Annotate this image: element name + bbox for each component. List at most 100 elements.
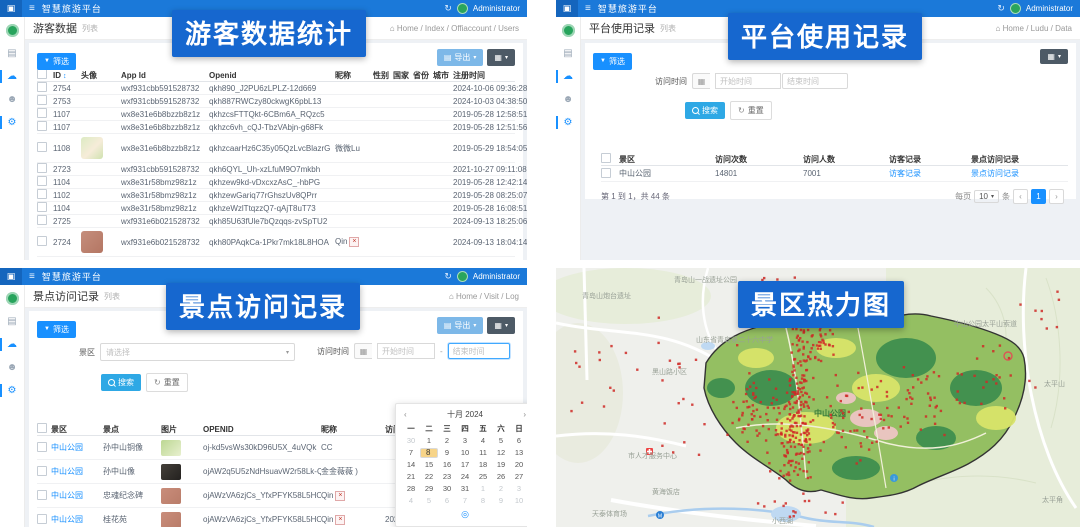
scenic-heatmap[interactable]: M i 青岛山一战遗址公园青岛山炮台遗址山东省青岛第二十六中学黑山路小区太平山中… xyxy=(556,268,1080,527)
sidebar-item-app-logo[interactable] xyxy=(0,292,24,305)
table-row[interactable]: 1104 wx8e31r58bmz98z1z qkhzew9kd-vDxcxzA… xyxy=(37,176,527,189)
row-checkbox[interactable] xyxy=(37,95,47,105)
calendar-icon[interactable]: ▦ xyxy=(692,73,710,89)
calendar-day[interactable]: 4 xyxy=(480,436,486,445)
calendar-day[interactable]: 24 xyxy=(460,472,470,481)
calendar-day[interactable]: 3 xyxy=(516,484,522,493)
calendar-day[interactable]: 13 xyxy=(514,448,524,457)
select-all-checkbox[interactable] xyxy=(37,423,47,433)
cell-scenic[interactable]: 中山公园 xyxy=(51,443,83,452)
spot-visit-records-link[interactable]: 景点访问记录 xyxy=(971,169,1019,178)
start-time-input[interactable] xyxy=(377,343,435,359)
filter-button[interactable]: ▼ 筛选 xyxy=(37,320,76,338)
calendar-day[interactable]: 17 xyxy=(460,460,470,469)
calendar-day[interactable]: 4 xyxy=(408,496,414,505)
calendar-day[interactable]: 20 xyxy=(514,460,524,469)
calendar-day[interactable]: 6 xyxy=(444,496,450,505)
start-time-input[interactable] xyxy=(715,73,781,89)
calendar-day[interactable]: 11 xyxy=(479,448,487,457)
sidebar-item-dashboard[interactable]: ▤ xyxy=(563,48,573,59)
row-checkbox[interactable] xyxy=(37,202,47,212)
table-row[interactable]: 1102 wx8e31r58bmz98z1z qkhzewGariq77rGhs… xyxy=(37,189,527,202)
calendar-day[interactable]: 30 xyxy=(406,436,416,445)
row-checkbox[interactable] xyxy=(37,236,47,246)
table-row[interactable]: 2754 wxf931cbb591528732 qkh890_J2PU6zLPL… xyxy=(37,82,527,95)
app-logo-icon[interactable]: ▣ xyxy=(556,0,578,17)
cell-scenic[interactable]: 中山公园 xyxy=(51,491,83,500)
table-row[interactable]: 1107 wx8e31e6b8bzzb8z1z qkhzc6vh_cQJ-Tbz… xyxy=(37,121,527,134)
filter-button[interactable]: ▼ 筛选 xyxy=(37,52,76,70)
scenic-select[interactable]: 请选择 ▾ xyxy=(100,343,295,361)
table-row[interactable]: 2723 wxf931cbb591528732 qkhd8cz8kd58QKVS… xyxy=(37,257,515,260)
sidebar-item-settings[interactable]: ⚙ xyxy=(0,384,24,397)
calendar-day[interactable]: 8 xyxy=(480,496,486,505)
page-size-select[interactable]: 10 ▾ xyxy=(974,190,999,203)
row-checkbox[interactable] xyxy=(37,142,47,152)
calendar-day[interactable]: 25 xyxy=(478,472,488,481)
select-all-checkbox[interactable] xyxy=(37,69,47,79)
calendar-day[interactable]: 28 xyxy=(406,484,416,493)
sidebar-item-message[interactable]: ☁ xyxy=(0,338,24,351)
app-home-icon[interactable] xyxy=(561,24,575,37)
end-time-input[interactable] xyxy=(447,343,510,359)
reset-button[interactable]: ↻ 重置 xyxy=(730,101,772,120)
table-row[interactable]: 中山公园 14801 7001 访客记录 景点访问记录 xyxy=(601,166,1068,182)
sidebar-item-message[interactable]: ☁ xyxy=(556,70,580,83)
username[interactable]: Administrator xyxy=(472,272,520,281)
columns-button[interactable]: ▦ ▾ xyxy=(487,49,515,66)
calendar-day[interactable]: 1 xyxy=(480,484,486,493)
sort-icon[interactable]: ↕ xyxy=(63,72,67,80)
calendar-day[interactable]: 9 xyxy=(498,496,504,505)
calendar-day[interactable]: 3 xyxy=(462,436,468,445)
end-time-input[interactable] xyxy=(782,73,848,89)
cell-scenic[interactable]: 中山公园 xyxy=(51,467,83,476)
app-logo-icon[interactable]: ▣ xyxy=(0,268,22,285)
columns-button[interactable]: ▦ ▾ xyxy=(1040,49,1068,64)
prev-month-button[interactable]: ‹ xyxy=(404,410,407,419)
calendar-day[interactable]: 5 xyxy=(426,496,432,505)
row-checkbox[interactable] xyxy=(601,167,611,178)
row-checkbox[interactable] xyxy=(37,215,47,225)
calendar-day[interactable]: 7 xyxy=(462,496,468,505)
calendar-day[interactable]: 26 xyxy=(496,472,506,481)
calendar-day[interactable]: 10 xyxy=(514,496,524,505)
select-all-checkbox[interactable] xyxy=(601,153,611,163)
calendar-today-icon[interactable]: ◎ xyxy=(461,509,469,519)
sidebar-item-settings[interactable]: ⚙ xyxy=(556,116,580,129)
sidebar-item-user[interactable]: ☻ xyxy=(562,94,574,105)
visitor-records-link[interactable]: 访客记录 xyxy=(889,169,921,178)
calendar-day[interactable]: 2 xyxy=(444,436,450,445)
next-month-button[interactable]: › xyxy=(523,410,526,419)
sidebar-item-dashboard[interactable]: ▤ xyxy=(7,316,17,327)
calendar-day[interactable]: 2 xyxy=(498,484,504,493)
menu-toggle-icon[interactable]: ≡ xyxy=(29,271,35,282)
calendar-day[interactable]: 29 xyxy=(424,484,434,493)
table-row[interactable]: 1108 wx8e31e6b8bzzb8z1z qkhzcaarHz6C35y0… xyxy=(37,134,527,163)
calendar-day[interactable]: 19 xyxy=(496,460,506,469)
row-checkbox[interactable] xyxy=(37,108,47,118)
user-avatar[interactable] xyxy=(456,3,468,14)
sidebar-item-settings[interactable]: ⚙ xyxy=(0,116,24,129)
table-row[interactable]: 2723 wxf931cbb591528732 qkh6QYL_Uh-xzLfu… xyxy=(37,163,527,176)
next-page-button[interactable]: › xyxy=(1049,189,1064,204)
calendar-day[interactable]: 22 xyxy=(424,472,434,481)
export-button[interactable]: ▤ 导出 ▾ xyxy=(436,317,484,334)
calendar-day[interactable]: 31 xyxy=(460,484,470,493)
menu-toggle-icon[interactable]: ≡ xyxy=(585,3,591,14)
calendar-day[interactable]: 23 xyxy=(442,472,452,481)
calendar-day[interactable]: 8 xyxy=(420,448,438,458)
sidebar-item-app-logo[interactable] xyxy=(0,24,24,37)
search-button[interactable]: 搜索 xyxy=(685,102,725,119)
user-avatar[interactable] xyxy=(456,271,468,282)
table-row[interactable]: 1104 wx8e31r58bmz98z1z qkhzeWzlTtqzzQ7-q… xyxy=(37,202,527,215)
calendar-day[interactable]: 14 xyxy=(406,460,416,469)
sidebar-item-user[interactable]: ☻ xyxy=(6,94,18,105)
row-checkbox[interactable] xyxy=(37,441,47,452)
calendar-day[interactable]: 9 xyxy=(444,448,450,457)
row-checkbox[interactable] xyxy=(37,82,47,92)
page-1-button[interactable]: 1 xyxy=(1031,189,1046,204)
row-checkbox[interactable] xyxy=(37,489,47,500)
sidebar-item-user[interactable]: ☻ xyxy=(6,362,18,373)
row-checkbox[interactable] xyxy=(37,189,47,199)
menu-toggle-icon[interactable]: ≡ xyxy=(29,3,35,14)
